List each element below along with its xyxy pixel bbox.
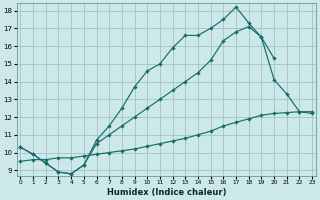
X-axis label: Humidex (Indice chaleur): Humidex (Indice chaleur) [107, 188, 226, 197]
